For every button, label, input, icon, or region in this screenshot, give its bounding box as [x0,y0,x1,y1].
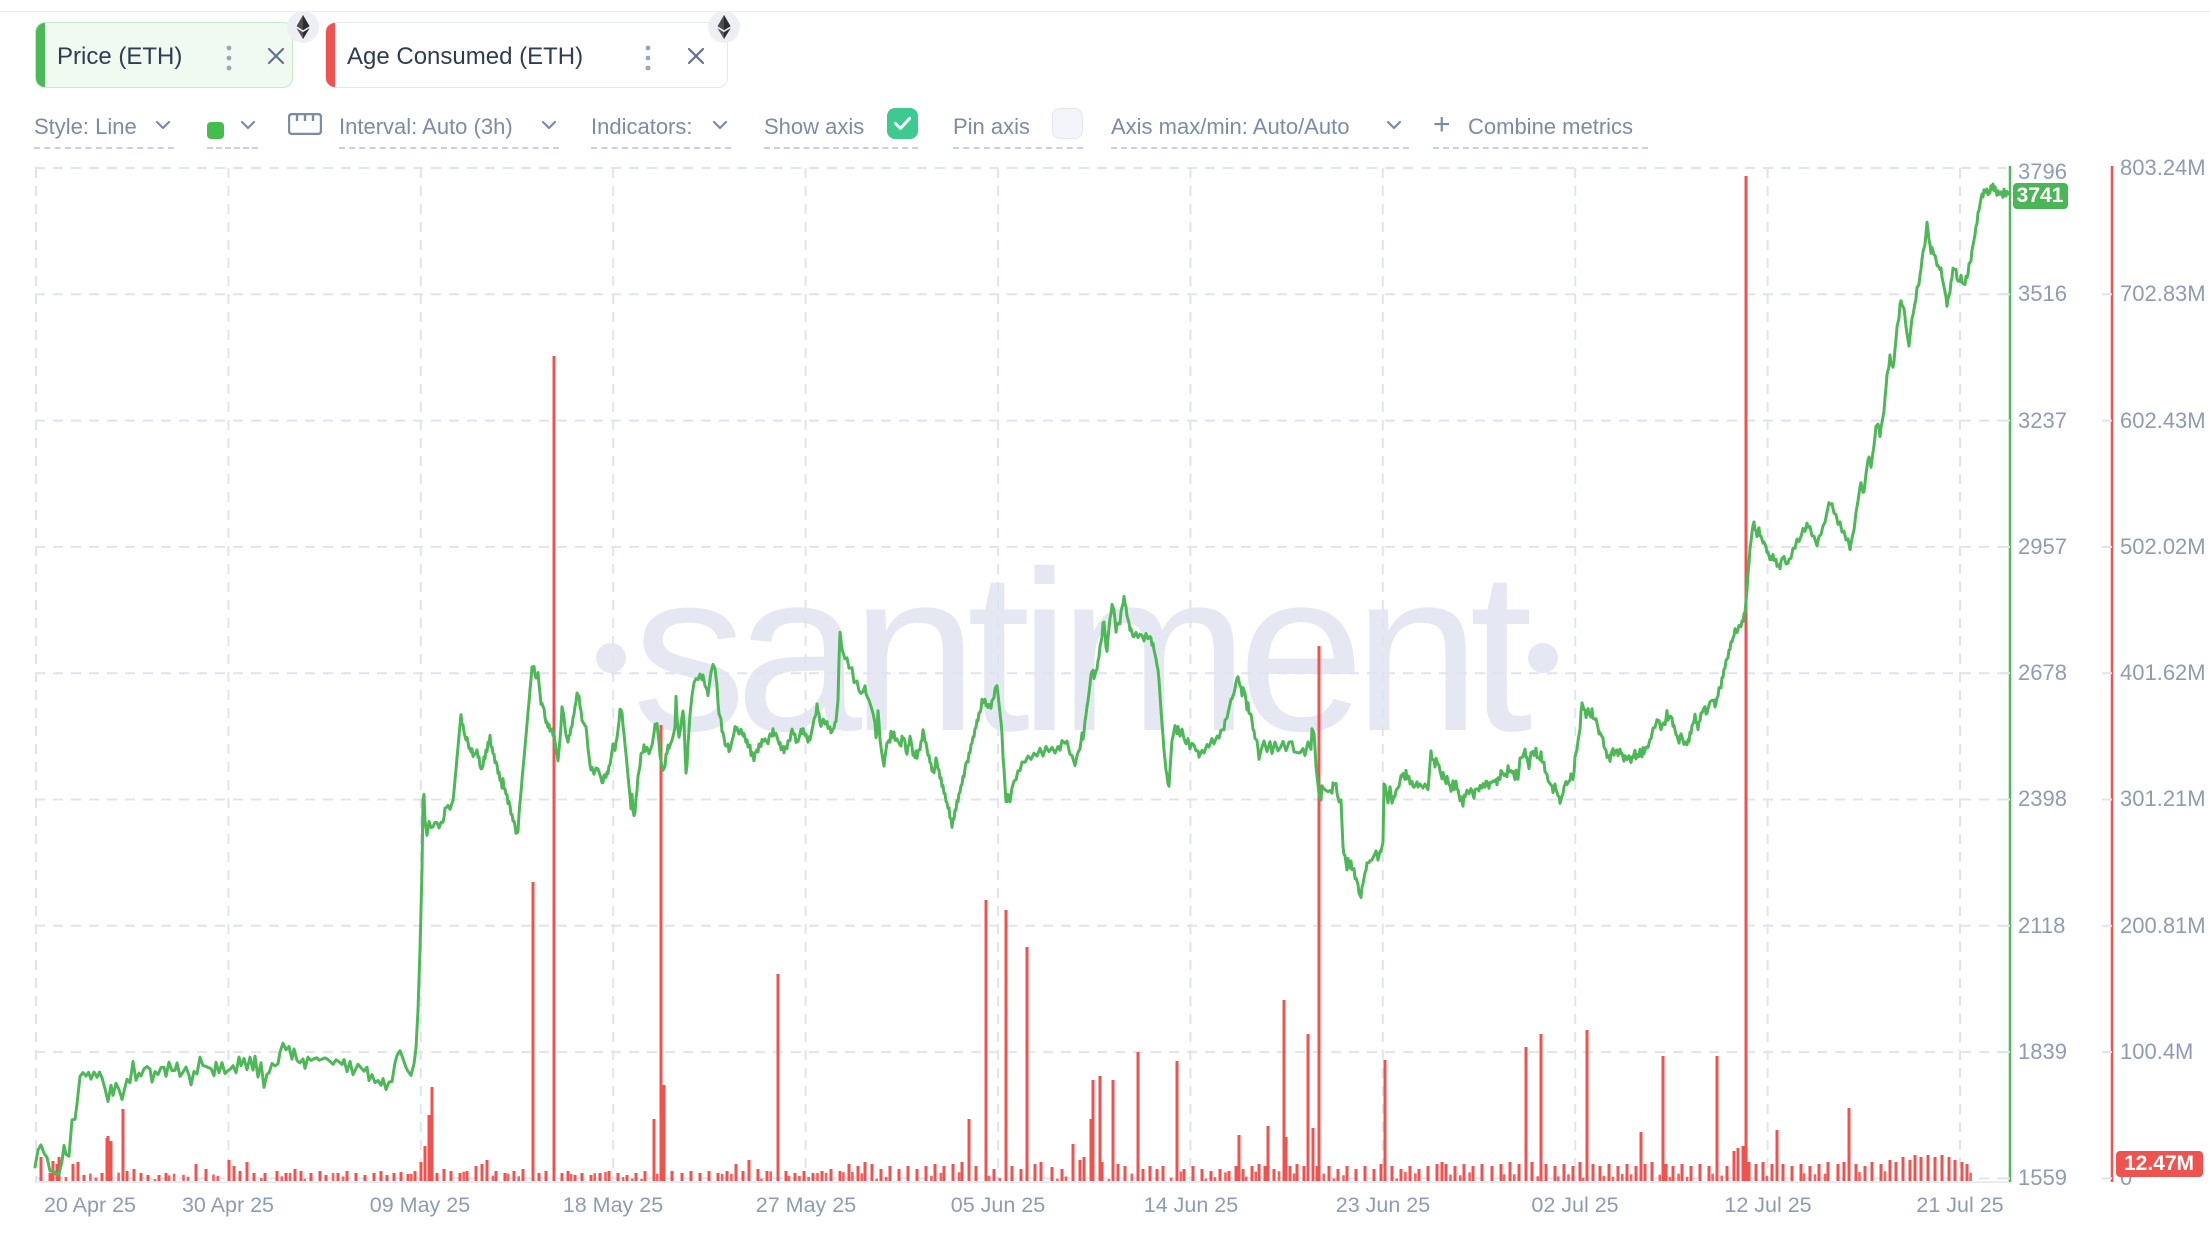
svg-text:3237: 3237 [2018,408,2067,433]
svg-text:18 May 25: 18 May 25 [563,1193,663,1217]
svg-text:05 Jun 25: 05 Jun 25 [951,1193,1045,1217]
svg-text:12.47M: 12.47M [2124,1152,2194,1175]
svg-text:100.4M: 100.4M [2120,1039,2193,1064]
svg-text:20 Apr 25: 20 Apr 25 [44,1193,136,1217]
svg-text:502.02M: 502.02M [2120,534,2206,559]
svg-text:30 Apr 25: 30 Apr 25 [182,1193,274,1217]
svg-text:803.24M: 803.24M [2120,155,2206,180]
svg-text:23 Jun 25: 23 Jun 25 [1336,1193,1430,1217]
svg-text:3516: 3516 [2018,281,2067,306]
svg-text:2957: 2957 [2018,534,2067,559]
svg-text:1839: 1839 [2018,1039,2067,1064]
svg-text:1559: 1559 [2018,1165,2067,1190]
svg-text:702.83M: 702.83M [2120,281,2206,306]
svg-text:2678: 2678 [2018,660,2067,685]
svg-text:3796: 3796 [2018,159,2067,184]
svg-text:14 Jun 25: 14 Jun 25 [1144,1193,1238,1217]
svg-text:2398: 2398 [2018,786,2067,811]
svg-text:09 May 25: 09 May 25 [370,1193,470,1217]
svg-text:2118: 2118 [2018,913,2065,938]
svg-text:401.62M: 401.62M [2120,660,2206,685]
svg-text:12 Jul 25: 12 Jul 25 [1724,1193,1811,1217]
svg-text:200.81M: 200.81M [2120,913,2206,938]
svg-text:3741: 3741 [2017,184,2064,207]
svg-text:602.43M: 602.43M [2120,408,2206,433]
svg-text:02 Jul 25: 02 Jul 25 [1531,1193,1618,1217]
svg-text:301.21M: 301.21M [2120,786,2206,811]
svg-text:27 May 25: 27 May 25 [756,1193,856,1217]
svg-text:santiment: santiment [632,525,1531,779]
svg-text:21 Jul 25: 21 Jul 25 [1916,1193,2003,1217]
